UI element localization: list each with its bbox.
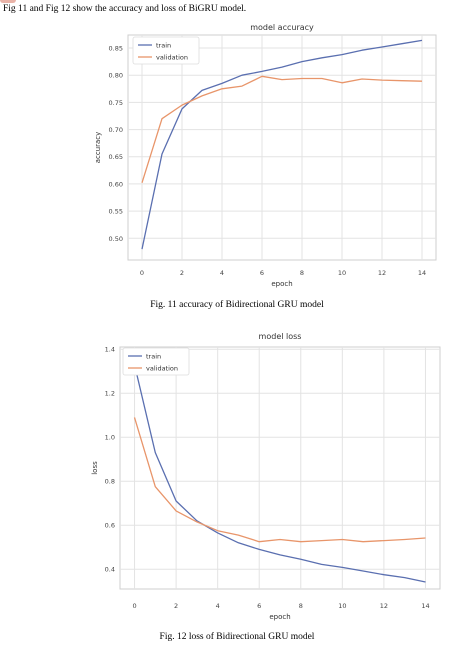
fig12-caption: Fig. 12 loss of Bidirectional GRU model (159, 632, 315, 642)
page-corner-mark (0, 0, 16, 3)
chart-title: model accuracy (250, 23, 314, 32)
x-tick-label: 8 (299, 602, 303, 610)
x-tick-label: 10 (338, 602, 346, 610)
legend-label-validation: validation (146, 365, 178, 373)
plot-area (127, 34, 437, 261)
x-axis-label: epoch (269, 613, 290, 621)
x-tick-label: 2 (174, 602, 178, 610)
x-tick-label: 12 (380, 602, 388, 610)
intro-text: Fig 11 and Fig 12 show the accuracy and … (3, 4, 247, 14)
x-tick-label: 4 (216, 602, 220, 610)
y-axis-label: accuracy (94, 132, 102, 164)
legend-label-train: train (156, 42, 171, 50)
y-tick-label: 0.50 (109, 235, 123, 243)
x-tick-label: 6 (260, 269, 264, 277)
chart-title: model loss (259, 332, 302, 341)
x-tick-label: 0 (140, 269, 144, 277)
y-tick-label: 0.8 (105, 478, 115, 486)
x-tick-label: 4 (220, 269, 224, 277)
x-tick-label: 12 (378, 269, 386, 277)
loss-chart: 0.4 0.6 0.8 1.0 1.2 1.4 0 2 4 6 8 10 12 14 model loss e… (91, 332, 441, 621)
x-tick-label: 2 (180, 269, 184, 277)
x-tick-label: 6 (257, 602, 261, 610)
y-tick-label: 1.0 (105, 434, 115, 442)
series-line-validation (133, 417, 426, 543)
y-tick-label: 0.60 (109, 180, 123, 188)
legend-label-validation: validation (156, 54, 188, 62)
x-tick-label: 14 (421, 602, 429, 610)
y-tick-label: 0.55 (109, 208, 123, 216)
plot-area (119, 346, 441, 590)
accuracy-chart: 0.50 0.55 0.60 0.65 0.70 0.75 0.80 0.85 0 2 4 6 8 10 1… (94, 23, 437, 288)
y-tick-label: 0.75 (109, 99, 123, 107)
x-tick-label: 8 (300, 269, 304, 277)
x-tick-label: 0 (132, 602, 136, 610)
legend: train validation (122, 347, 190, 376)
y-tick-label: 0.65 (109, 153, 123, 161)
series-line-validation (141, 75, 423, 183)
y-tick-label: 0.4 (105, 566, 115, 574)
y-tick-label: 1.2 (105, 390, 115, 398)
x-axis-label: epoch (271, 280, 292, 288)
x-tick-label: 14 (418, 269, 426, 277)
y-axis-label: loss (91, 461, 99, 475)
y-tick-label: 0.85 (109, 45, 123, 53)
y-tick-label: 0.80 (109, 72, 123, 80)
y-tick-label: 0.6 (105, 522, 115, 530)
x-tick-label: 10 (338, 269, 346, 277)
y-tick-label: 1.4 (105, 346, 115, 354)
fig11-caption: Fig. 11 accuracy of Bidirectional GRU mo… (150, 300, 324, 310)
y-tick-label: 0.70 (109, 126, 123, 134)
series-line-train (133, 364, 426, 583)
legend: train validation (132, 36, 200, 65)
legend-label-train: train (146, 353, 161, 361)
